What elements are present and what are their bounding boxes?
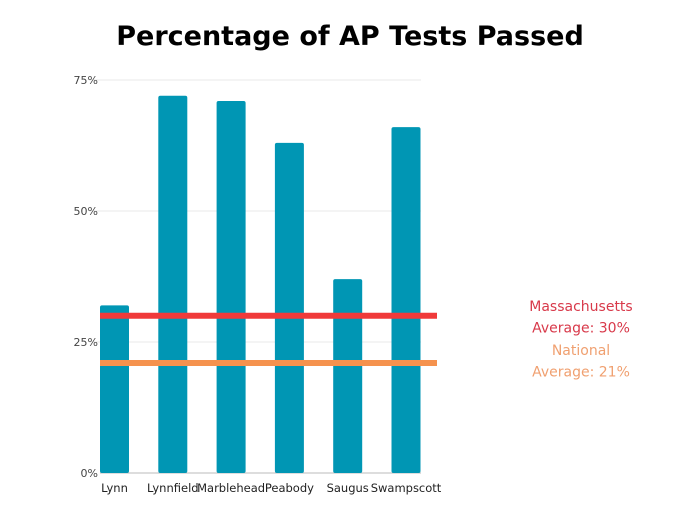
bar-lynnfield <box>158 95 188 473</box>
y-tick-label: 75% <box>74 74 98 87</box>
y-tick-label: 0% <box>81 467 98 480</box>
x-tick-label: Swampscott <box>371 481 442 495</box>
reference-line-label: Massachusetts <box>529 299 632 315</box>
bar-saugus <box>333 279 363 473</box>
x-tick-label: Peabody <box>265 481 314 495</box>
reference-line-label: Average: 21% <box>532 365 630 381</box>
bar-marblehead <box>216 100 246 474</box>
chart-title: Percentage of AP Tests Passed <box>116 21 584 52</box>
y-tick-label: 25% <box>74 336 98 349</box>
x-tick-label: Marblehead <box>197 481 265 495</box>
reference-line-label: National <box>552 343 610 359</box>
reference-line-label: Average: 30% <box>532 321 630 337</box>
x-tick-label: Saugus <box>327 481 369 495</box>
bar-peabody <box>274 142 304 473</box>
bar-lynn <box>100 305 129 473</box>
bar-swampscott <box>391 127 421 473</box>
x-tick-label: Lynn <box>101 481 128 495</box>
x-tick-label: Lynnfield <box>147 481 199 495</box>
y-tick-label: 50% <box>74 205 98 218</box>
